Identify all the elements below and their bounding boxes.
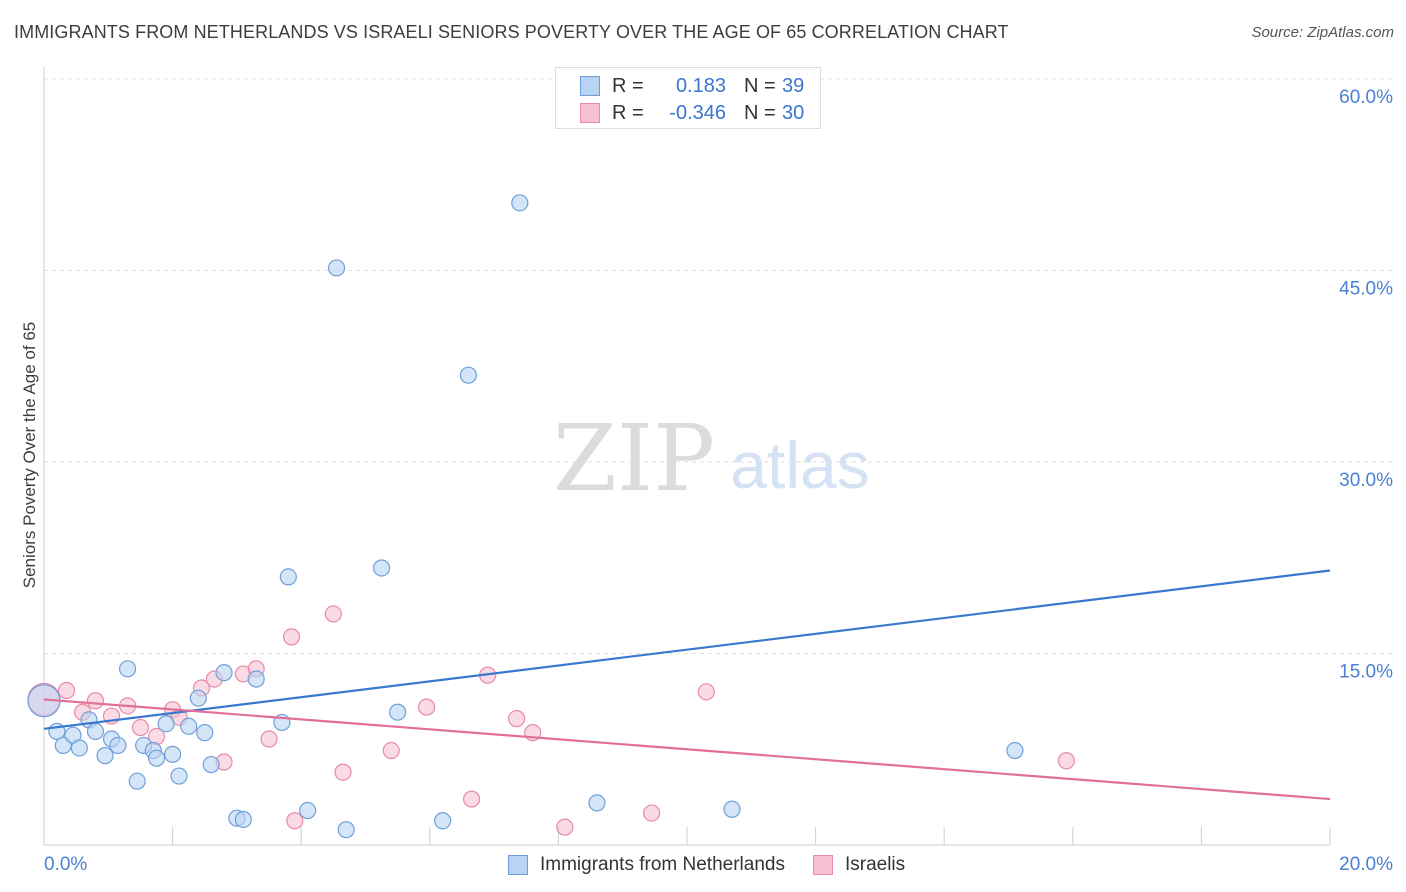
series-label-israelis: Israelis (844, 854, 906, 875)
israelis-point (324, 605, 342, 623)
israelis-point (462, 790, 481, 808)
tick-labels: 15.0% 30.0% 45.0% 60.0% 0.0% 20.0% (44, 87, 1393, 875)
legend-swatch-blue (580, 76, 600, 96)
netherlands-point (202, 755, 220, 774)
netherlands-point (327, 259, 346, 277)
netherlands-points (27, 194, 1024, 839)
netherlands-trend-line (43, 569, 1331, 730)
grid-lines (44, 78, 1392, 654)
legend-n-label: N = (744, 101, 776, 124)
series-label-netherlands: Immigrants from Netherlands (540, 854, 785, 875)
israelis-trend-line (43, 698, 1331, 801)
israelis-point (417, 698, 436, 716)
netherlands-point (459, 366, 477, 384)
netherlands-point (128, 772, 146, 790)
israelis-point (57, 681, 76, 700)
israelis-point (697, 683, 715, 701)
chart-title: IMMIGRANTS FROM NETHERLANDS VS ISRAELI S… (14, 22, 1009, 42)
watermark-zip: ZIP (553, 405, 715, 512)
netherlands-point (372, 559, 391, 577)
netherlands-point (109, 736, 127, 755)
legend-n-value: 39 (782, 74, 805, 97)
legend-n-label: N = (744, 74, 776, 97)
series-swatch-pink (812, 855, 833, 875)
netherlands-point (180, 717, 198, 735)
x-tick-label-left: 0.0% (44, 854, 87, 875)
netherlands-point (511, 194, 529, 212)
israelis-point (131, 718, 150, 737)
y-tick-label: 60.0% (1339, 87, 1393, 108)
israelis-point (1057, 752, 1075, 770)
netherlands-point (588, 794, 606, 812)
series-legend-netherlands[interactable]: Immigrants from Netherlands (508, 854, 785, 876)
netherlands-point (1006, 741, 1024, 760)
netherlands-point (723, 800, 741, 818)
y-tick-label: 45.0% (1339, 279, 1393, 300)
netherlands-point (299, 801, 317, 820)
israelis-point (260, 730, 278, 748)
series-legend-israelis[interactable]: Israelis (812, 854, 906, 876)
netherlands-point (170, 767, 188, 785)
legend-r-value: -0.346 (669, 101, 726, 124)
netherlands-point (147, 749, 166, 767)
netherlands-point (70, 739, 88, 757)
israelis-point (556, 818, 574, 836)
legend-swatch-pink (580, 103, 600, 123)
trend-lines (43, 569, 1331, 801)
netherlands-point (86, 722, 105, 740)
series-swatch-blue (508, 855, 528, 875)
watermark-atlas: atlas (730, 428, 869, 502)
legend-n-value: 30 (782, 101, 805, 124)
israelis-point (508, 710, 526, 728)
netherlands-point (337, 821, 355, 839)
israelis-point (86, 692, 105, 710)
watermark: ZIP atlas (553, 405, 870, 512)
legend-row-israelis: R = -0.346 N = 30 (580, 100, 804, 126)
legend-r-label: R = (612, 74, 644, 97)
netherlands-point (434, 812, 452, 830)
netherlands-point (389, 703, 407, 721)
legend-row-netherlands: R = 0.183 N = 39 (580, 73, 804, 99)
source-credit: Source: ZipAtlas.com (1251, 24, 1394, 41)
israelis-point (286, 812, 304, 830)
series-legend: Immigrants from Netherlands Israelis (508, 852, 933, 878)
israelis-point (334, 763, 352, 781)
y-tick-label: 15.0% (1339, 662, 1393, 683)
netherlands-point (234, 810, 252, 829)
netherlands-point (247, 670, 265, 688)
x-tick-label-right: 20.0% (1339, 854, 1393, 875)
netherlands-point (189, 689, 207, 707)
netherlands-point (215, 664, 233, 682)
netherlands-point (196, 724, 214, 742)
netherlands-point (96, 747, 114, 765)
israelis-point (643, 804, 661, 822)
netherlands-point (279, 568, 297, 586)
israelis-point (282, 628, 301, 646)
stats-legend: R = 0.183 N = 39 R = -0.346 N = 30 (555, 67, 821, 129)
y-tick-label: 30.0% (1339, 470, 1393, 491)
netherlands-point (164, 745, 182, 763)
netherlands-point (118, 660, 137, 678)
legend-r-value: 0.183 (675, 74, 726, 97)
israelis-point (382, 741, 400, 760)
netherlands-point (157, 715, 175, 733)
legend-r-label: R = (612, 101, 644, 124)
